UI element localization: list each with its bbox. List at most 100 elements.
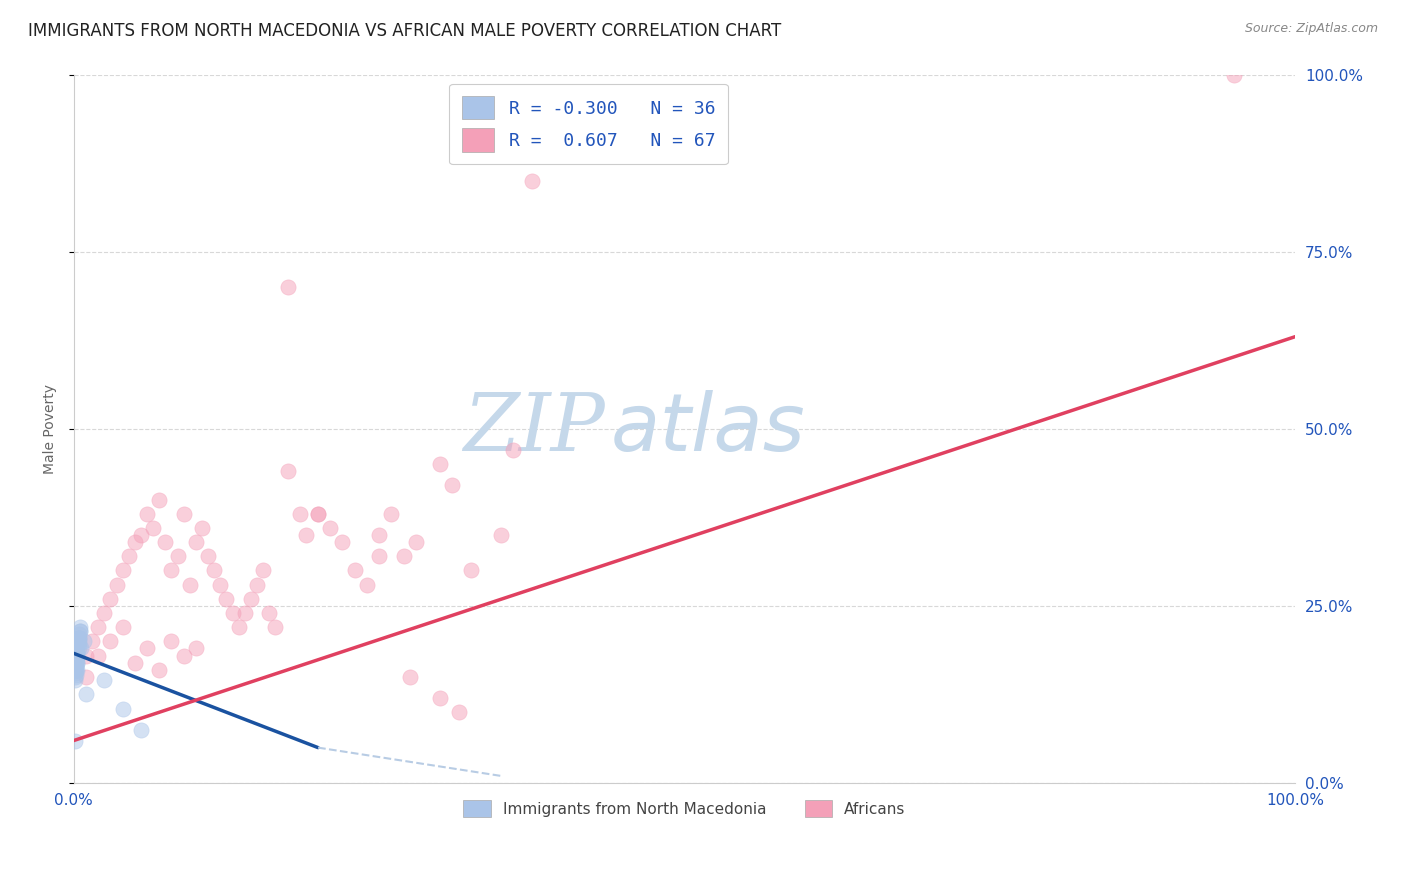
Point <box>343 564 366 578</box>
Point <box>75 670 97 684</box>
Point <box>380 507 402 521</box>
Point <box>65 652 87 666</box>
Text: Source: ZipAtlas.com: Source: ZipAtlas.com <box>1244 22 1378 36</box>
Point <box>63 673 86 688</box>
Point <box>66 656 89 670</box>
Point <box>215 591 238 606</box>
Point <box>66 656 89 670</box>
Point <box>67 641 90 656</box>
Point <box>67 631 90 645</box>
Point <box>257 606 280 620</box>
Point <box>100 591 122 606</box>
Point <box>129 528 152 542</box>
Point <box>307 507 329 521</box>
Point <box>356 577 378 591</box>
Point <box>173 648 195 663</box>
Point <box>63 670 86 684</box>
Point <box>136 641 159 656</box>
Point <box>66 646 89 660</box>
Point <box>173 507 195 521</box>
Point <box>398 670 420 684</box>
Point <box>160 634 183 648</box>
Point <box>405 535 427 549</box>
Point <box>75 688 97 702</box>
Point <box>111 564 134 578</box>
Point <box>66 648 89 663</box>
Point <box>75 648 97 663</box>
Point <box>111 701 134 715</box>
Point <box>69 624 91 638</box>
Point <box>441 478 464 492</box>
Point <box>252 564 274 578</box>
Point <box>65 656 87 670</box>
Point <box>63 666 86 681</box>
Point <box>67 634 90 648</box>
Point <box>111 620 134 634</box>
Point <box>197 549 219 564</box>
Legend: Immigrants from North Macedonia, Africans: Immigrants from North Macedonia, African… <box>456 792 914 825</box>
Point <box>228 620 250 634</box>
Point <box>124 535 146 549</box>
Point <box>221 606 243 620</box>
Point <box>288 507 311 521</box>
Point <box>72 634 94 648</box>
Point <box>276 464 298 478</box>
Point <box>368 528 391 542</box>
Point <box>502 443 524 458</box>
Y-axis label: Male Poverty: Male Poverty <box>44 384 58 474</box>
Point <box>67 637 90 651</box>
Point <box>264 620 287 634</box>
Point <box>69 624 91 638</box>
Point <box>520 174 543 188</box>
Point <box>209 577 232 591</box>
Point <box>460 564 482 578</box>
Point <box>67 627 90 641</box>
Point <box>69 620 91 634</box>
Point <box>65 648 87 663</box>
Point <box>491 528 513 542</box>
Point <box>148 663 170 677</box>
Point <box>66 638 89 652</box>
Point <box>118 549 141 564</box>
Point <box>63 733 86 747</box>
Point <box>129 723 152 737</box>
Point <box>105 577 128 591</box>
Point <box>233 606 256 620</box>
Point <box>184 641 207 656</box>
Point <box>100 634 122 648</box>
Point <box>447 705 470 719</box>
Point <box>202 564 225 578</box>
Point <box>246 577 269 591</box>
Point <box>184 535 207 549</box>
Point <box>148 492 170 507</box>
Point <box>179 577 201 591</box>
Point <box>87 620 110 634</box>
Point <box>160 564 183 578</box>
Point <box>65 659 87 673</box>
Point <box>295 528 318 542</box>
Point <box>65 663 87 677</box>
Point <box>66 663 89 677</box>
Point <box>93 673 115 688</box>
Point <box>429 691 451 706</box>
Text: atlas: atlas <box>612 390 806 467</box>
Point <box>93 606 115 620</box>
Point <box>239 591 262 606</box>
Point <box>70 641 93 656</box>
Point <box>392 549 415 564</box>
Point <box>142 521 165 535</box>
Point <box>155 535 177 549</box>
Point <box>1223 68 1246 82</box>
Point <box>66 652 89 666</box>
Point <box>332 535 354 549</box>
Point <box>191 521 214 535</box>
Point <box>136 507 159 521</box>
Point <box>368 549 391 564</box>
Point <box>66 645 89 659</box>
Point <box>166 549 188 564</box>
Point <box>65 668 87 682</box>
Point <box>67 631 90 645</box>
Point <box>429 457 451 471</box>
Point <box>87 648 110 663</box>
Text: ZIP: ZIP <box>464 390 605 467</box>
